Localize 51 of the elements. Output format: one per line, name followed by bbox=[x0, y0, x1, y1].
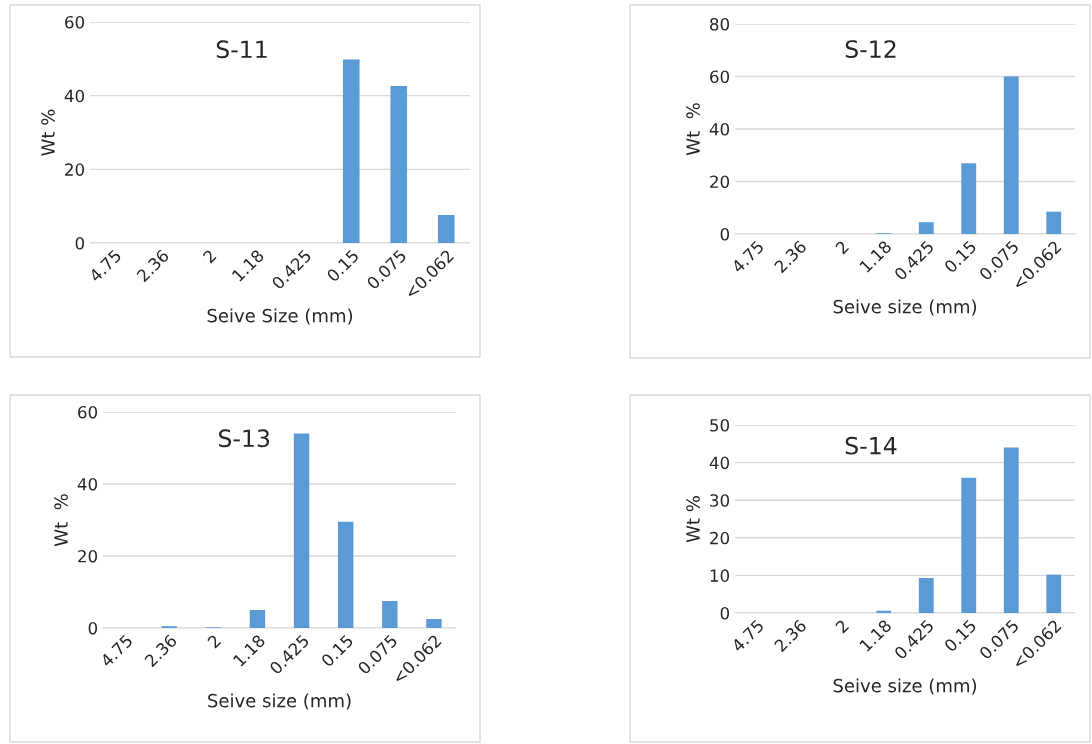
y-tick-label: 80 bbox=[710, 17, 730, 31]
y-tick-label: 20 bbox=[710, 175, 730, 189]
bar bbox=[390, 86, 408, 243]
x-axis-title: Seive Size (mm) bbox=[207, 308, 353, 325]
bar bbox=[918, 222, 934, 234]
y-tick-label: 60 bbox=[710, 70, 730, 84]
x-tick-label: 2 bbox=[834, 240, 850, 255]
bar bbox=[293, 433, 310, 628]
text: S-11 bbox=[216, 40, 267, 59]
y-tick-label: 0 bbox=[720, 606, 730, 620]
y-tick-label: 60 bbox=[78, 405, 98, 419]
bar bbox=[1046, 211, 1062, 234]
bar bbox=[1003, 447, 1019, 613]
bar bbox=[437, 215, 455, 243]
x-tick-label: 2 bbox=[206, 634, 222, 649]
y-tick-label: 40 bbox=[64, 89, 85, 103]
x-axis-title: Seive size (mm) bbox=[208, 693, 351, 710]
y-axis-title: Wt % bbox=[41, 109, 55, 156]
x-axis-title: Seive size (mm) bbox=[833, 678, 977, 695]
y-tick-label: 40 bbox=[77, 477, 98, 491]
bar bbox=[342, 59, 360, 243]
bar bbox=[426, 619, 442, 628]
y-tick-label: 30 bbox=[710, 494, 730, 507]
y-tick-label: 0 bbox=[75, 236, 85, 250]
y-tick-label: 0 bbox=[88, 621, 98, 635]
bar bbox=[1003, 76, 1019, 234]
text: S-13 bbox=[218, 429, 270, 448]
y-axis-title: Wt % bbox=[686, 496, 700, 543]
chart-title: S-14 bbox=[845, 436, 897, 455]
y-tick-label: 0 bbox=[720, 227, 730, 241]
bar bbox=[961, 477, 977, 613]
y-tick-label: 40 bbox=[709, 122, 730, 136]
bar bbox=[249, 610, 266, 628]
bar bbox=[961, 163, 977, 234]
y-tick-label: 10 bbox=[710, 569, 730, 582]
y-tick-label: 60 bbox=[65, 15, 85, 29]
y-tick-label: 40 bbox=[709, 456, 730, 470]
text: S-12 bbox=[845, 40, 896, 58]
y-tick-label: 20 bbox=[78, 549, 98, 563]
y-axis-title: Wt % bbox=[54, 494, 68, 547]
bar bbox=[382, 601, 398, 628]
x-tick-label: 2 bbox=[834, 619, 850, 634]
bar bbox=[337, 521, 354, 628]
y-tick-label: 20 bbox=[65, 163, 85, 176]
x-axis-title: Seive size (mm) bbox=[833, 299, 977, 316]
y-axis-title: Wt % bbox=[686, 103, 700, 156]
x-tick-label: 2 bbox=[202, 249, 217, 264]
y-tick-label: 50 bbox=[710, 418, 730, 432]
bar bbox=[1046, 574, 1062, 613]
y-tick-label: 20 bbox=[710, 531, 730, 545]
bar bbox=[918, 578, 934, 613]
